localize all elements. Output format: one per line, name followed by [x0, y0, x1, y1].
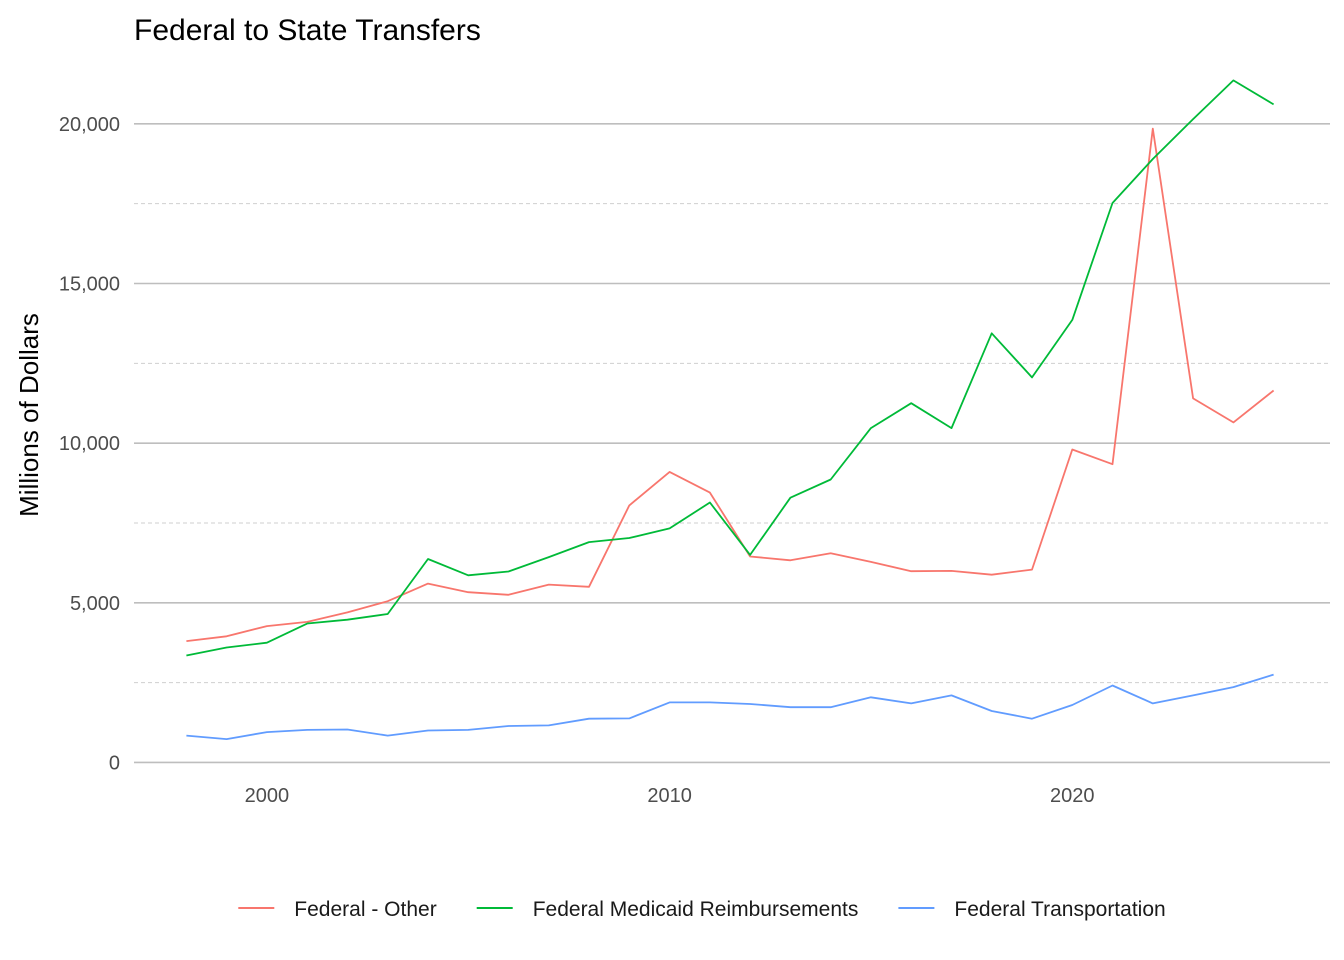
- series-line-federal-transportation: [186, 673, 1274, 740]
- series-lines: [186, 79, 1275, 740]
- legend-item: Federal Transportation: [898, 898, 1166, 921]
- x-tick-label: 2020: [1050, 785, 1095, 807]
- legend-item: Federal Medicaid Reimbursements: [476, 898, 859, 921]
- y-tick-label: 10,000: [59, 433, 120, 455]
- y-tick-label: 0: [109, 752, 120, 774]
- grid: [134, 123, 1330, 764]
- legend: Federal - Other Federal Medicaid Reimburs…: [238, 898, 1166, 921]
- series-line-federal-other: [186, 127, 1275, 642]
- legend-label: Federal Medicaid Reimbursements: [533, 898, 859, 921]
- y-axis-label: Millions of Dollars: [14, 313, 44, 517]
- legend-label: Federal - Other: [294, 898, 436, 921]
- legend-label: Federal Transportation: [954, 898, 1165, 921]
- series-line-federal-medicaid-reimbursements: [186, 79, 1275, 657]
- x-tick-label: 2000: [245, 785, 290, 807]
- y-tick-label: 15,000: [59, 273, 120, 295]
- legend-item: Federal - Other: [238, 898, 437, 921]
- y-tick-label: 5,000: [70, 593, 120, 615]
- x-tick-label: 2010: [647, 785, 692, 807]
- y-axis-tick-labels: 0 5,000 10,000 15,000 20,000: [59, 114, 120, 775]
- y-tick-label: 20,000: [59, 114, 120, 136]
- x-axis-tick-labels: 2000 2010 2020: [245, 785, 1095, 807]
- chart-title: Federal to State Transfers: [134, 14, 481, 47]
